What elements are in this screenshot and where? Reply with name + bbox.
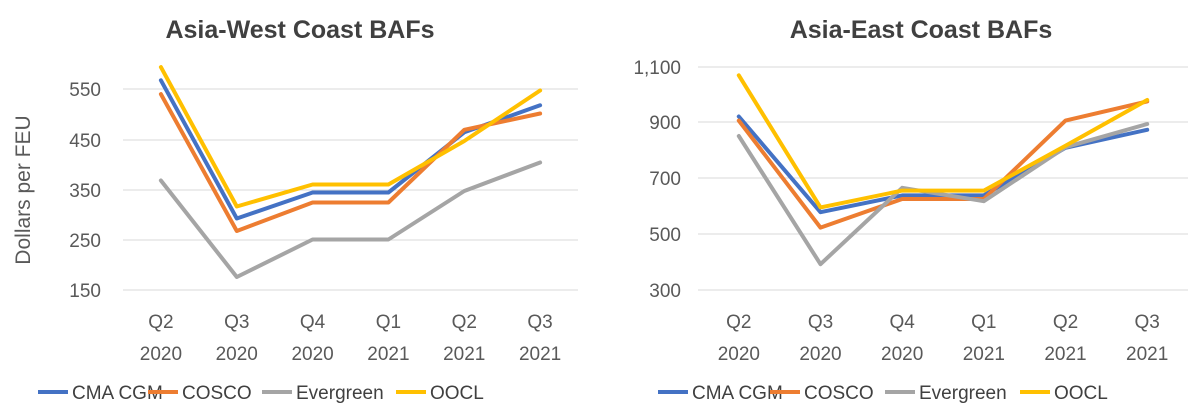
x-tick-label: 2020 — [799, 344, 841, 365]
legend-label: COSCO — [804, 383, 874, 404]
x-tick-label: Q1 — [971, 312, 996, 333]
y-tick-label: 500 — [649, 225, 681, 246]
series-line-cosco — [736, 99, 1150, 230]
legend: CMA CGM COSCO Evergreen OOCL — [658, 383, 1108, 404]
y-tick-label: 700 — [649, 169, 681, 190]
legend-label: OOCL — [1054, 383, 1108, 404]
x-tick-label: Q2 — [452, 312, 477, 333]
x-tick-label: 2021 — [963, 344, 1005, 365]
legend-label: Evergreen — [919, 383, 1007, 404]
x-tick-label: 2020 — [140, 344, 182, 365]
series-line-evergreen — [736, 122, 1150, 267]
x-tick-label: 2021 — [443, 344, 485, 365]
x-tick-label: 2020 — [881, 344, 923, 365]
y-tick-label: 550 — [69, 80, 101, 101]
x-tick-label: 2020 — [718, 344, 760, 365]
x-tick-label: 2021 — [1126, 344, 1168, 365]
x-tick-label: 2021 — [1044, 344, 1086, 365]
chart-2: Asia-East Coast BAFs 300 500 700 900 1,100 Q2 2… — [633, 16, 1188, 404]
x-tick-label: Q2 — [148, 312, 173, 333]
y-tick-label: 250 — [69, 231, 101, 252]
y-axis-label: Dollars per FEU — [12, 115, 35, 264]
chart-title: Asia-West Coast BAFs — [165, 16, 434, 44]
chart-title: Asia-East Coast BAFs — [790, 16, 1053, 44]
x-tick-label: 2020 — [291, 344, 333, 365]
legend-label: COSCO — [182, 383, 252, 404]
legend: CMA CGM COSCO Evergreen OOCL — [38, 383, 484, 404]
y-tick-label: 350 — [69, 181, 101, 202]
x-tick-label: Q3 — [808, 312, 833, 333]
x-tick-label: Q4 — [889, 312, 915, 333]
x-tick-label: Q3 — [224, 312, 249, 333]
x-tick-label: Q1 — [376, 312, 401, 333]
x-tick-label: 2021 — [519, 344, 561, 365]
y-tick-label: 150 — [69, 281, 101, 302]
x-tick-label: Q2 — [1053, 312, 1078, 333]
y-tick-label: 900 — [649, 113, 681, 134]
series-line-oocl — [736, 73, 1150, 210]
series-line-cosco — [158, 92, 543, 233]
y-tick-label: 450 — [69, 131, 101, 152]
legend-label: OOCL — [430, 383, 484, 404]
series-line-oocl — [158, 65, 543, 209]
x-tick-label: 2020 — [216, 344, 258, 365]
series-line-evergreen — [158, 160, 543, 279]
legend-label: CMA CGM — [72, 383, 163, 404]
x-tick-label: Q3 — [527, 312, 552, 333]
y-tick-label: 1,100 — [633, 58, 681, 79]
x-tick-label: Q4 — [300, 312, 326, 333]
x-tick-label: Q2 — [726, 312, 751, 333]
legend-label: Evergreen — [296, 383, 384, 404]
chart-1: Asia-West Coast BAFs Dollars per FEU 150 25… — [12, 16, 578, 404]
x-tick-label: 2021 — [367, 344, 409, 365]
legend-label: CMA CGM — [692, 383, 783, 404]
x-tick-label: Q3 — [1134, 312, 1159, 333]
y-tick-label: 300 — [649, 281, 681, 302]
